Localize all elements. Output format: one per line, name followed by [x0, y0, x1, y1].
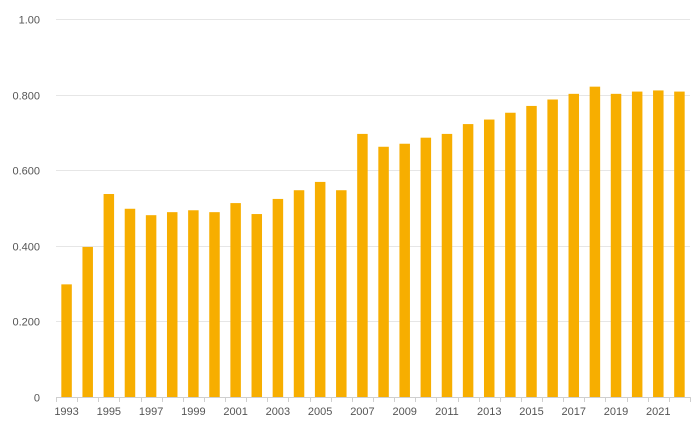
x-tick-label: 2011 [435, 406, 459, 418]
bar-2022 [674, 91, 685, 397]
bar-2021 [653, 90, 664, 397]
bar-2011 [441, 133, 453, 397]
bar-2017 [568, 93, 580, 397]
bar-2007 [357, 133, 368, 397]
bar-1998 [166, 212, 178, 397]
y-tick-label: 0.600 [12, 166, 40, 178]
bar-2018 [589, 86, 601, 397]
y-tick-label: 0.800 [12, 91, 40, 103]
bar-2005 [314, 181, 326, 397]
bar-2015 [526, 105, 537, 397]
y-tick-label: 0 [34, 393, 40, 405]
x-tick-label: 2017 [562, 406, 586, 418]
x-tick-label: 2021 [646, 406, 670, 418]
bar-2009 [399, 143, 410, 397]
bar-2002 [251, 214, 263, 397]
bar-2004 [293, 190, 305, 397]
bar-2001 [230, 203, 241, 397]
x-tick-label: 1995 [97, 406, 121, 418]
x-tick-label: 2001 [223, 406, 247, 418]
x-tick-label: 2005 [308, 406, 332, 418]
bar-1997 [145, 215, 157, 397]
x-axis-ticks [56, 397, 691, 402]
x-tick-label: 2015 [519, 406, 543, 418]
bar-2012 [462, 124, 474, 397]
y-tick-label: 1.00 [19, 15, 40, 27]
bar-2016 [547, 99, 558, 397]
x-tick-label: 1997 [139, 406, 163, 418]
x-tick-label: 2009 [392, 406, 416, 418]
bar-2008 [378, 146, 389, 397]
bar-1993 [61, 284, 72, 397]
x-tick-label: 2013 [477, 406, 501, 418]
y-tick-label: 0.200 [12, 317, 40, 329]
x-tick-label: 2019 [604, 406, 628, 418]
bar-2013 [483, 119, 495, 398]
x-tick-label: 2003 [266, 406, 290, 418]
bar-1995 [103, 194, 115, 397]
x-tick-label: 2007 [350, 406, 374, 418]
bar-2020 [631, 91, 643, 397]
y-tick-label: 0.400 [12, 242, 40, 254]
bar-1996 [124, 208, 136, 397]
bar-2003 [272, 198, 284, 397]
bar-2000 [209, 212, 220, 397]
y-axis-labels: 0 0.200 0.400 0.600 0.800 1.00 [12, 15, 40, 405]
x-tick-label: 1999 [181, 406, 205, 418]
bar-2019 [610, 93, 622, 397]
x-tick-label: 1993 [54, 406, 78, 418]
bar-2006 [336, 190, 347, 397]
bar-1994 [82, 246, 93, 397]
bars [61, 86, 685, 398]
bar-1999 [188, 210, 199, 397]
bar-2014 [505, 112, 516, 398]
x-axis-labels: 1993 1995 1997 1999 2001 2003 2005 2007 2009 2011… [54, 406, 670, 418]
bar-2010 [420, 137, 432, 397]
gridlines [56, 19, 690, 322]
